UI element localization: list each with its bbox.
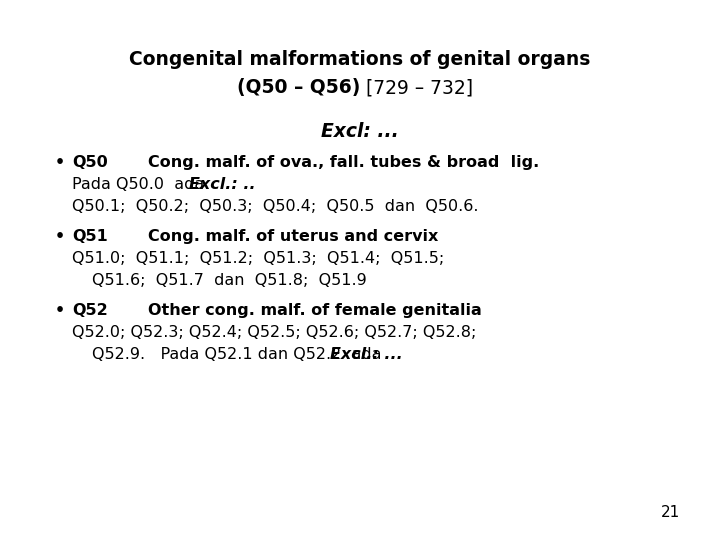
Text: Congenital malformations of genital organs: Congenital malformations of genital orga… xyxy=(130,50,590,69)
Text: •: • xyxy=(55,229,65,244)
Text: Q50.1;  Q50.2;  Q50.3;  Q50.4;  Q50.5  dan  Q50.6.: Q50.1; Q50.2; Q50.3; Q50.4; Q50.5 dan Q5… xyxy=(72,199,479,214)
Text: Q52.0; Q52.3; Q52.4; Q52.5; Q52.6; Q52.7; Q52.8;: Q52.0; Q52.3; Q52.4; Q52.5; Q52.6; Q52.7… xyxy=(72,325,477,340)
Text: Q51: Q51 xyxy=(72,229,108,244)
Text: Q51.0;  Q51.1;  Q51.2;  Q51.3;  Q51.4;  Q51.5;: Q51.0; Q51.1; Q51.2; Q51.3; Q51.4; Q51.5… xyxy=(72,251,444,266)
Text: Cong. malf. of ova., fall. tubes & broad  lig.: Cong. malf. of ova., fall. tubes & broad… xyxy=(148,155,539,170)
Text: Q50: Q50 xyxy=(72,155,108,170)
Text: (Q50 – Q56): (Q50 – Q56) xyxy=(237,78,360,97)
Text: •: • xyxy=(55,303,65,318)
Text: Pada Q50.0  ada: Pada Q50.0 ada xyxy=(72,177,215,192)
Text: Q51.6;  Q51.7  dan  Q51.8;  Q51.9: Q51.6; Q51.7 dan Q51.8; Q51.9 xyxy=(92,273,366,288)
Text: Excl.: ...: Excl.: ... xyxy=(330,347,402,362)
Text: 21: 21 xyxy=(661,505,680,520)
Text: Q52.9.   Pada Q52.1 dan Q52.2  ada: Q52.9. Pada Q52.1 dan Q52.2 ada xyxy=(92,347,392,362)
Text: [729 – 732]: [729 – 732] xyxy=(360,78,473,97)
Text: Q52: Q52 xyxy=(72,303,108,318)
Text: Excl.: ..: Excl.: .. xyxy=(189,177,256,192)
Text: Excl: ...: Excl: ... xyxy=(321,122,399,141)
Text: Other cong. malf. of female genitalia: Other cong. malf. of female genitalia xyxy=(148,303,482,318)
Text: Cong. malf. of uterus and cervix: Cong. malf. of uterus and cervix xyxy=(148,229,438,244)
Text: •: • xyxy=(55,155,65,170)
